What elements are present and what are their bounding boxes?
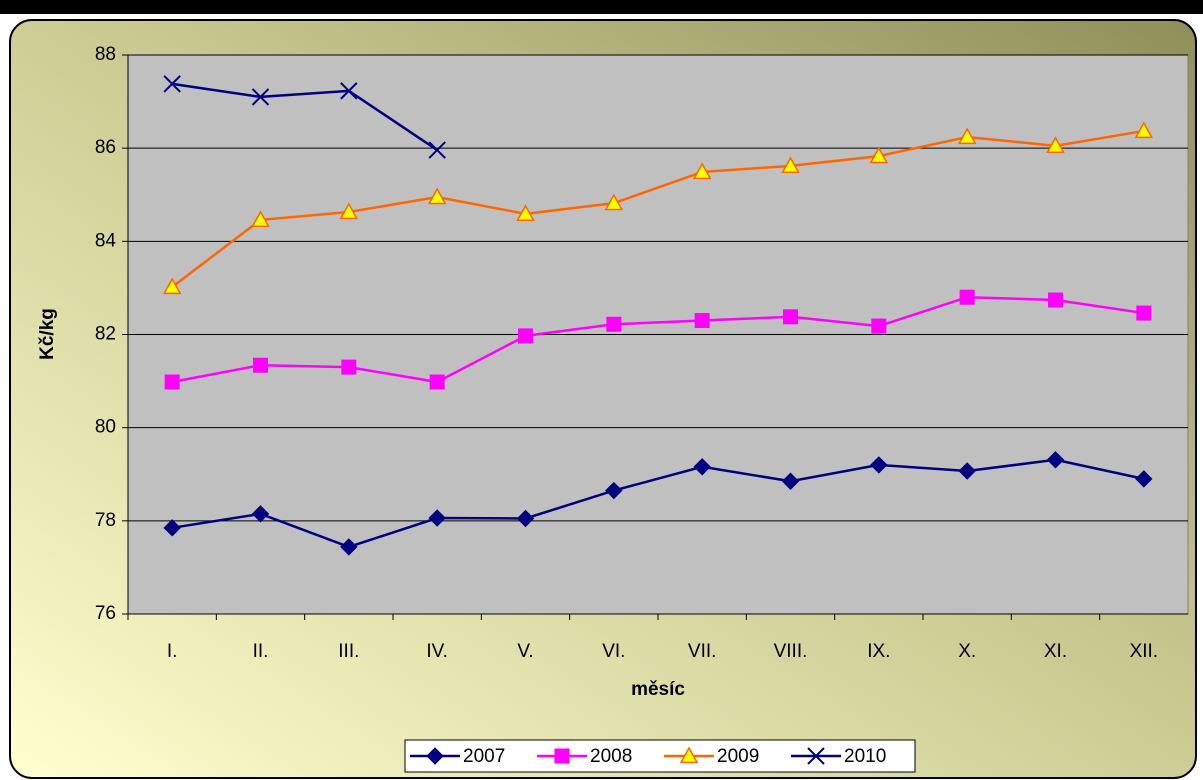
x-tick-label: III. xyxy=(338,641,359,662)
marker xyxy=(516,204,535,221)
y-axis-label: Kč/kg xyxy=(37,308,58,360)
y-tick-label: 80 xyxy=(95,417,116,438)
marker xyxy=(427,187,447,205)
marker xyxy=(679,746,699,764)
legend-label: 2009 xyxy=(717,746,759,767)
marker xyxy=(251,210,270,228)
marker xyxy=(692,162,712,180)
x-tick-label: IX. xyxy=(867,641,890,662)
marker xyxy=(807,747,825,765)
marker xyxy=(694,313,710,329)
marker xyxy=(429,374,445,390)
marker xyxy=(341,359,357,375)
marker xyxy=(870,456,888,474)
series-line xyxy=(171,295,1145,384)
y-tick-label: 76 xyxy=(95,603,116,624)
marker xyxy=(1135,470,1153,488)
marker xyxy=(693,458,711,476)
x-tick-label: X. xyxy=(958,641,976,662)
marker xyxy=(1134,121,1154,139)
x-axis-label: měsíc xyxy=(631,679,685,700)
marker xyxy=(554,748,570,764)
x-tick-label: VII. xyxy=(688,641,717,662)
marker xyxy=(516,509,535,528)
top-bar xyxy=(0,0,1203,14)
marker xyxy=(340,538,358,556)
legend-label: 2007 xyxy=(463,746,505,767)
x-tick-label: XII. xyxy=(1130,641,1159,662)
marker xyxy=(959,289,975,305)
marker xyxy=(163,75,181,93)
series-line xyxy=(171,458,1145,549)
marker xyxy=(1048,292,1063,308)
marker xyxy=(253,357,268,373)
marker xyxy=(605,481,623,500)
x-tick-label: IV. xyxy=(426,641,448,662)
marker xyxy=(251,505,270,523)
marker xyxy=(606,316,622,332)
marker xyxy=(783,309,798,325)
y-tick-label: 88 xyxy=(95,44,116,65)
marker xyxy=(251,88,270,106)
marker xyxy=(162,277,182,295)
marker xyxy=(781,472,800,490)
marker xyxy=(339,202,359,220)
x-tick-label: VIII. xyxy=(774,641,808,662)
y-tick-label: 86 xyxy=(95,137,116,158)
marker xyxy=(518,328,533,344)
marker xyxy=(1046,451,1065,469)
y-tick-label: 84 xyxy=(95,230,117,251)
marker xyxy=(1136,305,1152,321)
marker xyxy=(604,193,624,211)
marker xyxy=(958,462,976,480)
x-tick-label: II. xyxy=(253,641,269,662)
marker xyxy=(957,127,977,145)
marker xyxy=(426,747,444,765)
marker xyxy=(781,156,800,174)
marker xyxy=(869,146,889,164)
x-tick-label: XI. xyxy=(1044,641,1067,662)
marker xyxy=(340,82,358,100)
marker xyxy=(164,374,180,390)
series-line xyxy=(171,82,438,152)
x-tick-label: VI. xyxy=(602,641,625,662)
marker xyxy=(163,519,181,537)
y-tick-label: 82 xyxy=(95,324,116,345)
y-tick-label: 78 xyxy=(95,510,116,531)
legend-label: 2008 xyxy=(590,746,632,767)
x-tick-label: I. xyxy=(167,641,178,662)
marker xyxy=(871,318,887,334)
marker xyxy=(1046,136,1065,153)
legend-label: 2010 xyxy=(844,746,886,767)
series-line xyxy=(171,129,1145,288)
marker xyxy=(428,141,446,159)
x-tick-label: V. xyxy=(517,641,533,662)
marker xyxy=(428,509,446,527)
